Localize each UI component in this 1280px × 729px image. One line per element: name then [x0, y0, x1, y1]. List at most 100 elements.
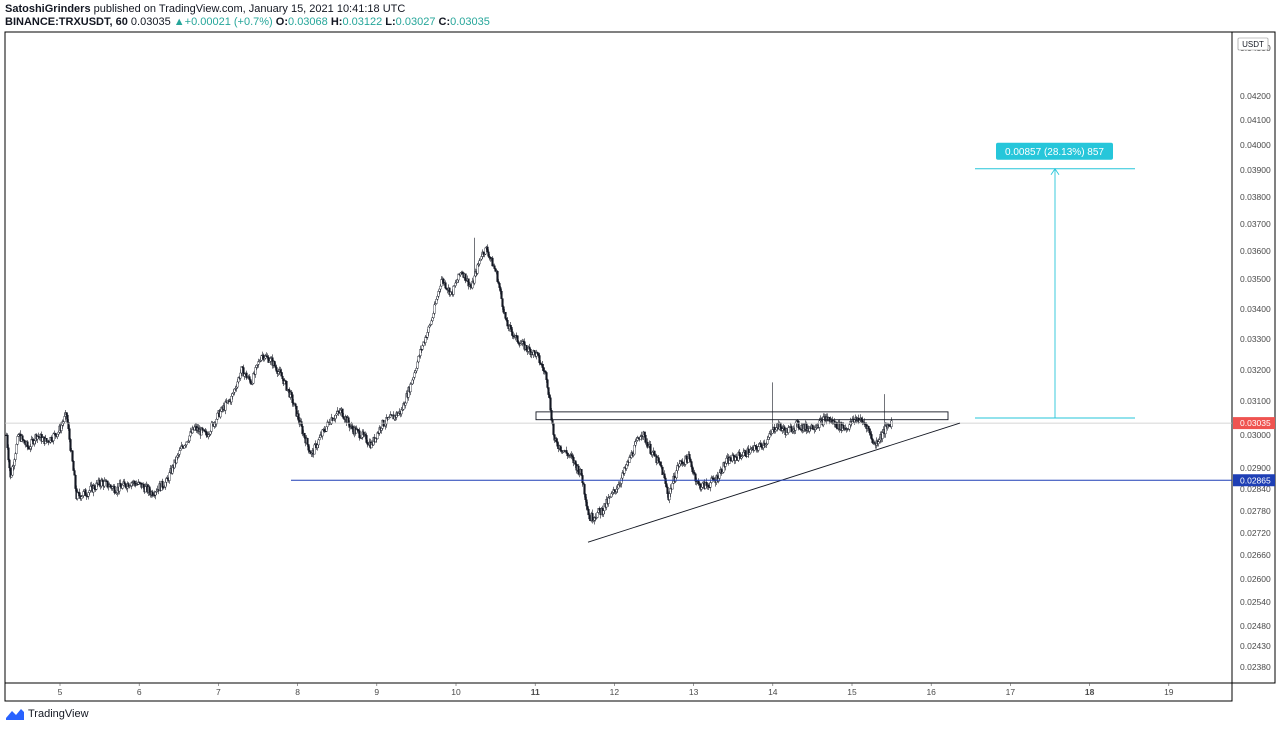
candle-down: [365, 435, 368, 443]
candle-up: [412, 377, 415, 381]
candle-up: [317, 439, 320, 446]
candle-up: [277, 371, 280, 374]
candle-up: [210, 422, 213, 432]
candle-up: [82, 491, 85, 496]
candle-up: [781, 428, 784, 431]
candle-down: [274, 365, 277, 368]
candle-down: [867, 426, 870, 429]
price-tick-label: 0.04000: [1240, 140, 1271, 150]
candle-up: [409, 383, 412, 393]
candle-up: [757, 446, 760, 451]
candle-down: [663, 473, 666, 479]
candle-down: [533, 350, 536, 353]
close-value: 0.03035: [450, 16, 490, 28]
candle-up: [89, 486, 92, 491]
price-tick-label: 0.02480: [1240, 621, 1271, 631]
candle-up: [428, 325, 431, 328]
candle-down: [744, 450, 747, 457]
plot-area[interactable]: [4, 31, 1233, 684]
candle-down: [511, 331, 514, 337]
candle-up: [433, 304, 436, 314]
candle-up: [473, 275, 476, 284]
candle-up: [748, 452, 751, 455]
time-tick-labels: 5 6 7 8 9 10 11 12 13 14 15 16 17 18 19: [58, 683, 1174, 697]
candle-down: [487, 251, 490, 257]
price-change: +0.00021 (+0.7%): [184, 16, 273, 28]
candle-down: [783, 426, 786, 431]
candle-down: [71, 450, 74, 462]
candle-up: [164, 481, 167, 488]
candle-up: [179, 448, 182, 451]
candle-down: [69, 439, 72, 451]
candle-down: [545, 372, 548, 380]
candle-down: [358, 430, 361, 438]
author-name[interactable]: SatoshiGrinders: [5, 3, 91, 15]
price-axis[interactable]: [1231, 31, 1276, 684]
candle-down: [556, 441, 559, 447]
candle-down: [279, 369, 282, 373]
price-tick-label: 0.02900: [1240, 463, 1271, 473]
candle-up: [216, 412, 219, 420]
time-tick-label: 9: [374, 687, 379, 697]
candle-up: [749, 449, 752, 454]
candle-down: [499, 287, 502, 292]
candle-down: [7, 447, 10, 461]
candle-down: [552, 423, 555, 435]
candle-down: [101, 479, 104, 482]
candle-down: [697, 480, 700, 485]
candle-up: [60, 425, 63, 431]
currency-label: USDT: [1242, 40, 1264, 49]
candle-down: [301, 425, 304, 435]
candle-down: [133, 480, 136, 484]
candle-up: [421, 345, 424, 350]
candle-up: [615, 488, 618, 493]
price-tick-label: 0.02540: [1240, 597, 1271, 607]
time-axis[interactable]: [4, 682, 1233, 702]
candle-down: [870, 434, 873, 440]
support-price-tag-box: [1233, 474, 1275, 487]
candle-down: [585, 499, 588, 507]
candle-down: [544, 370, 547, 373]
candle-down: [517, 341, 520, 344]
candle-up: [440, 279, 443, 287]
close-label: C:: [438, 16, 451, 28]
candle-down: [84, 489, 87, 496]
candle-up: [426, 332, 429, 338]
candle-up: [231, 393, 234, 397]
candle-down: [842, 424, 845, 429]
candle-down: [307, 444, 310, 451]
candle-up: [14, 453, 17, 460]
high-value: 0.03122: [342, 16, 383, 28]
candle-down: [294, 403, 297, 407]
last-price-tag: 0.03035: [1240, 418, 1271, 428]
candle-down: [665, 483, 668, 488]
candle-down: [581, 475, 584, 483]
tradingview-brand[interactable]: TradingView: [6, 708, 89, 720]
candle-up: [459, 272, 462, 276]
price-tick-label: 0.02780: [1240, 506, 1271, 516]
candle-up: [384, 423, 387, 426]
candle-down: [549, 397, 552, 411]
symbol-name[interactable]: BINANCE:TRXUSDT, 60: [5, 16, 128, 28]
candle-down: [281, 375, 284, 379]
candle-down: [525, 345, 528, 350]
price-tick-label: 0.04200: [1240, 91, 1271, 101]
time-tick-label: 10: [451, 687, 461, 697]
candle-up: [411, 379, 414, 385]
candle-up: [316, 444, 319, 449]
candle-down: [323, 429, 326, 432]
candle-up: [427, 326, 430, 333]
candle-up: [16, 436, 19, 445]
candle-up: [633, 444, 636, 455]
candle-down: [542, 367, 545, 372]
candle-down: [493, 265, 496, 269]
candle-up: [224, 401, 227, 411]
candle-up: [52, 433, 55, 441]
candle-down: [106, 480, 109, 488]
candle-up: [767, 437, 770, 440]
candle-down: [494, 268, 497, 272]
candle-up: [254, 367, 257, 375]
candle-down: [548, 394, 551, 399]
candle-down: [693, 472, 696, 475]
